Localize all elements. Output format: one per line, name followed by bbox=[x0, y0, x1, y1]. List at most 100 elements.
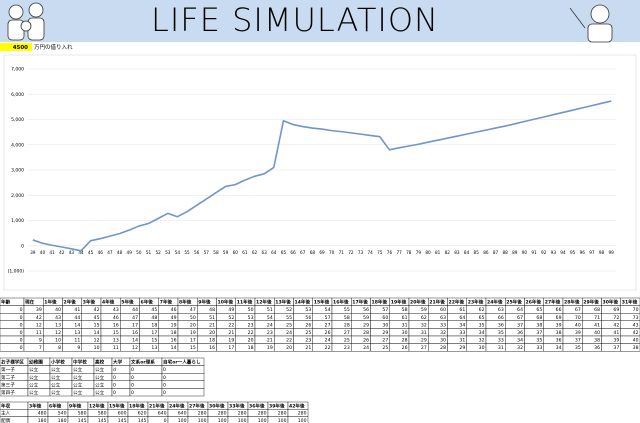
cell-text: 44 bbox=[74, 315, 80, 321]
y-tick-label: 4,000 bbox=[11, 142, 24, 148]
cell-text: 19 bbox=[228, 338, 234, 344]
cell-text: 14 bbox=[132, 338, 138, 344]
cell-text: 145 bbox=[78, 418, 87, 423]
header-cell-text: 9年後 bbox=[69, 402, 82, 409]
x-tick-label: 72 bbox=[348, 250, 354, 255]
x-tick-label: 52 bbox=[155, 250, 161, 255]
cell-text: 37 bbox=[536, 330, 542, 336]
cell-text: 600 bbox=[118, 411, 127, 417]
header-cell-text: 8年後 bbox=[179, 299, 192, 306]
x-tick-label: 98 bbox=[599, 250, 605, 255]
cell-text: 280 bbox=[258, 411, 267, 417]
x-tick-label: 50 bbox=[136, 250, 142, 255]
cell-text: 公立 bbox=[51, 366, 61, 373]
header-cell-text: 9年後 bbox=[198, 299, 211, 306]
cell-text: 43 bbox=[55, 315, 61, 321]
cell-text: 公立 bbox=[95, 366, 105, 373]
cell-text: 36 bbox=[556, 338, 562, 344]
table-cell bbox=[161, 373, 205, 382]
y-tick-label: (1,000) bbox=[8, 269, 25, 275]
cell-text: 11 bbox=[74, 338, 80, 344]
cell-text: 22 bbox=[228, 322, 234, 328]
cell-text: 64 bbox=[517, 307, 523, 313]
x-tick-label: 77 bbox=[396, 250, 402, 255]
cell-text: 64 bbox=[459, 315, 465, 321]
header-cell-text: 文系or理系 bbox=[131, 359, 155, 366]
cell-text: 公立 bbox=[73, 366, 83, 373]
cell-text: 公立 bbox=[73, 389, 83, 396]
cell-text: 0 bbox=[20, 345, 23, 351]
x-tick-label: 46 bbox=[98, 250, 104, 255]
cell-text: 41 bbox=[613, 330, 619, 336]
x-tick-label: 85 bbox=[474, 250, 480, 255]
cell-text: 第四子 bbox=[1, 389, 15, 396]
cell-text: 31 bbox=[498, 345, 504, 351]
cell-text: 18 bbox=[209, 338, 215, 344]
cell-text: 33 bbox=[440, 322, 446, 328]
cell-text: 23 bbox=[305, 338, 311, 344]
cell-text: 34 bbox=[459, 322, 465, 328]
cell-text: 45 bbox=[151, 307, 157, 313]
x-tick-label: 93 bbox=[551, 250, 557, 255]
cell-text: 25 bbox=[286, 322, 292, 328]
x-tick-label: 65 bbox=[281, 250, 287, 255]
cell-text: 42 bbox=[613, 322, 619, 328]
cell-text: 19 bbox=[190, 330, 196, 336]
x-tick-label: 99 bbox=[609, 250, 615, 255]
cell-text: 9 bbox=[39, 338, 42, 344]
header-cell-text: 3年後 bbox=[83, 299, 96, 306]
x-tick-label: 54 bbox=[175, 250, 181, 255]
header-cell-text: 中学校 bbox=[73, 359, 87, 366]
header-cell-text: 27年後 bbox=[189, 402, 205, 409]
table-cell bbox=[287, 416, 309, 423]
cell-text: 29 bbox=[363, 322, 369, 328]
x-tick-label: 69 bbox=[319, 250, 325, 255]
cell-text: 42 bbox=[94, 307, 100, 313]
data-line bbox=[32, 100, 612, 252]
cell-text: 11 bbox=[36, 330, 42, 336]
cell-text: 24 bbox=[325, 338, 331, 344]
cell-text: 0 bbox=[113, 375, 116, 381]
header-cell-text: 14年後 bbox=[295, 299, 311, 306]
cell-text: 145 bbox=[118, 418, 127, 423]
cell-text: 34 bbox=[517, 338, 523, 344]
header-cell-text: 24年後 bbox=[487, 299, 503, 306]
cell-text: 21 bbox=[209, 322, 215, 328]
cell-text: 62 bbox=[421, 315, 427, 321]
x-tick-label: 63 bbox=[261, 250, 267, 255]
cell-text: 0 bbox=[20, 330, 23, 336]
cell-text: 33 bbox=[498, 338, 504, 344]
cell-text: 26 bbox=[305, 322, 311, 328]
cell-text: 49 bbox=[228, 307, 234, 313]
x-tick-label: 41 bbox=[49, 250, 55, 255]
table-cell bbox=[129, 365, 163, 374]
header-cell-text: 高校 bbox=[95, 359, 105, 366]
cell-text: 14 bbox=[171, 345, 177, 351]
header-cell-text: 自宅or一人暮らし bbox=[163, 359, 201, 366]
header-cell-text: 39年後 bbox=[269, 402, 285, 409]
cell-text: 42 bbox=[36, 315, 42, 321]
header-cell-text: 6年後 bbox=[49, 402, 62, 409]
cell-text: 24 bbox=[267, 322, 273, 328]
cell-text: 73 bbox=[633, 315, 639, 321]
cell-text: 公立 bbox=[29, 374, 39, 381]
family-icon bbox=[7, 2, 45, 41]
cell-text: 40 bbox=[633, 338, 639, 344]
banner bbox=[0, 0, 640, 42]
cell-text: 68 bbox=[594, 307, 600, 313]
cell-text: 35 bbox=[479, 322, 485, 328]
cell-text: 38 bbox=[594, 338, 600, 344]
cell-text: 20 bbox=[190, 322, 196, 328]
cell-text: 0 bbox=[20, 322, 23, 328]
cell-text: 17 bbox=[132, 322, 138, 328]
cell-text: 280 bbox=[298, 411, 307, 417]
header-cell-text: 31年後 bbox=[622, 299, 638, 306]
cell-text: 280 bbox=[278, 411, 287, 417]
cell-text: 0 bbox=[113, 390, 116, 396]
cell-text: 16 bbox=[171, 338, 177, 344]
cell-text: 37 bbox=[517, 322, 523, 328]
cell-text: 28 bbox=[344, 322, 350, 328]
cell-text: 0 bbox=[131, 382, 134, 388]
cell-text: 30 bbox=[402, 330, 408, 336]
cell-text: 145 bbox=[98, 418, 107, 423]
